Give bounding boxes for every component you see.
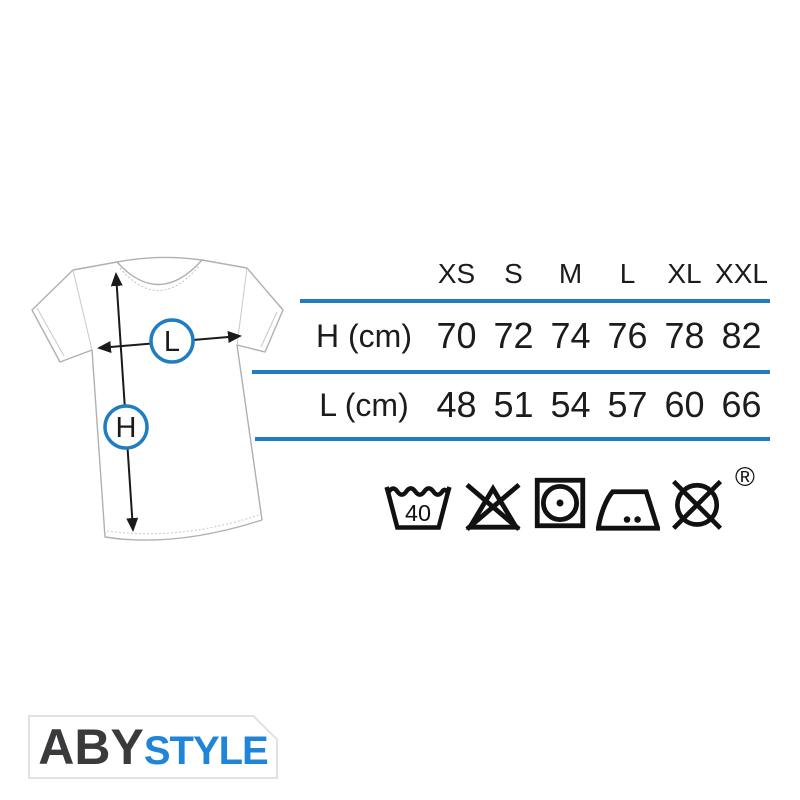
table-divider-line	[252, 370, 770, 374]
size-table-header-row: XS S M L XL XXL	[300, 250, 770, 298]
wash-temp-label: 40	[405, 500, 431, 526]
tshirt-cuff-right	[260, 311, 278, 348]
width-measure-label: L	[164, 326, 180, 358]
abystyle-logo-plate: ABY STYLE	[30, 717, 276, 777]
tshirt-hem-stitch	[106, 514, 260, 535]
tshirt-body	[31, 256, 284, 541]
abystyle-logo: ABY STYLE	[28, 715, 278, 779]
width-value: 57	[607, 384, 648, 425]
width-row: L (cm) 48 51 54 57 60 66	[300, 374, 770, 436]
height-value: 74	[550, 315, 591, 356]
tshirt-seam-left	[72, 269, 93, 351]
size-column-header: L	[619, 258, 636, 289]
height-label-circle	[103, 404, 149, 450]
width-value: 60	[664, 384, 705, 425]
tumble-dry-low-icon	[534, 477, 586, 529]
size-column-header: XXL	[715, 258, 768, 289]
height-measure-label: H	[116, 412, 137, 444]
registered-trademark-icon: ®	[735, 462, 755, 492]
size-column-header: S	[504, 258, 523, 289]
care-symbols: 40	[382, 470, 742, 532]
height-row: H (cm) 70 72 74 76 78 82	[300, 303, 770, 369]
width-value: 66	[721, 384, 762, 425]
height-value: 82	[721, 315, 762, 356]
logo-text-aby: ABY	[38, 719, 144, 775]
iron-medium-icon	[596, 489, 660, 531]
height-value: 76	[607, 315, 648, 356]
width-label-circle	[149, 318, 195, 364]
wash-40-icon: 40	[384, 486, 452, 530]
do-not-dry-clean-icon	[672, 479, 723, 530]
size-column-header: XS	[437, 258, 476, 289]
tshirt-outline-svg: L H	[31, 256, 284, 541]
table-divider-line	[255, 437, 770, 441]
height-value: 72	[493, 315, 534, 356]
table-divider-line	[300, 299, 770, 303]
row-label-height: H (cm)	[316, 317, 412, 354]
row-label-width: L (cm)	[319, 386, 409, 423]
do-not-bleach-icon	[465, 482, 521, 531]
tshirt-diagram: L H	[25, 250, 285, 550]
width-value: 51	[493, 384, 534, 425]
height-measure-arrow	[110, 272, 139, 532]
size-column-header: M	[558, 258, 583, 289]
tshirt-collar	[116, 259, 203, 286]
height-value: 70	[436, 315, 477, 356]
height-value: 78	[664, 315, 705, 356]
tshirt-cuff-left	[36, 307, 65, 357]
width-value: 48	[436, 384, 477, 425]
width-value: 54	[550, 384, 591, 425]
size-column-header: XL	[667, 258, 702, 289]
logo-text-style: STYLE	[143, 729, 268, 773]
